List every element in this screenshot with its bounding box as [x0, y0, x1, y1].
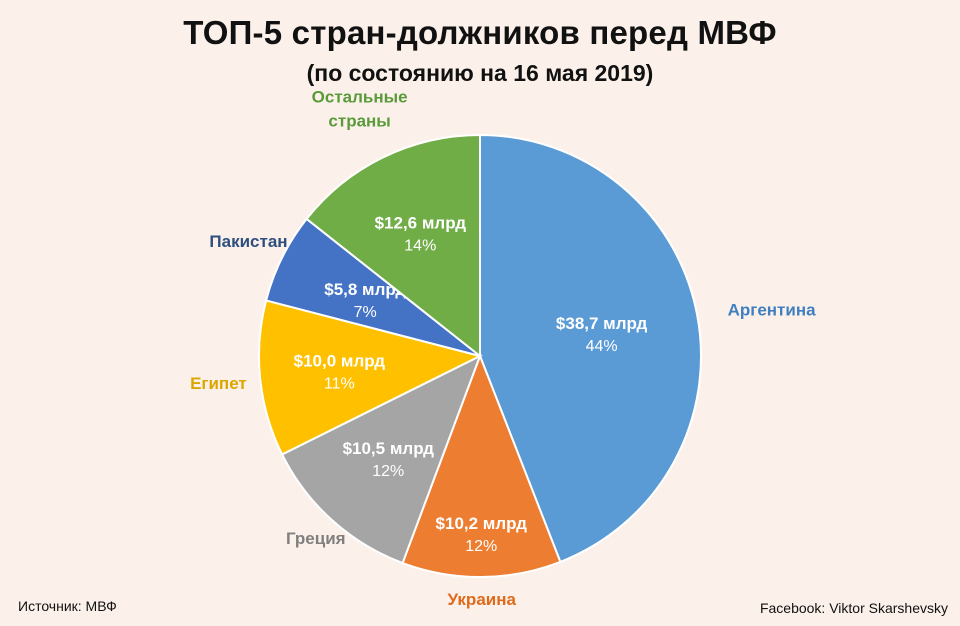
- slice-6-percent-label: 14%: [404, 238, 436, 255]
- slice-3-value-label: $10,5 млрд: [343, 439, 435, 458]
- slice-2-wedge: [401, 353, 562, 578]
- source-note: Источник: МВФ: [18, 598, 117, 614]
- slice-1-value-label: $38,7 млрд: [556, 314, 648, 333]
- slice-4-percent-label: 11%: [324, 376, 355, 393]
- slice-6-value-label: $12,6 млрд: [375, 214, 467, 233]
- slice-3-percent-label: 12%: [372, 463, 404, 480]
- credit-note: Facebook: Viktor Skarshevsky: [759, 600, 948, 616]
- slice-3-category-label: Греция: [286, 529, 346, 548]
- slice-2-percent-label: 12%: [465, 538, 497, 555]
- slice-1-wedge: [479, 133, 702, 564]
- slice-4-value-label: $10,0 млрд: [294, 352, 386, 371]
- slice-6-category-label: Остальные страны: [312, 87, 408, 130]
- slice-5-value-label: $5,8 млрд: [324, 280, 406, 299]
- slice-2-category-label: Украина: [448, 590, 517, 609]
- slice-1-category-label: Аргентина: [728, 300, 817, 319]
- slice-4-category-label: Египет: [190, 374, 247, 393]
- slice-4-wedge: [258, 299, 483, 456]
- slice-5-percent-label: 7%: [354, 304, 377, 321]
- chart-subtitle: (по состоянию на 16 мая 2019): [306, 60, 654, 86]
- chart-title: ТОП-5 стран-должников перед МВФ: [183, 14, 777, 51]
- slice-2-value-label: $10,2 млрд: [436, 514, 528, 533]
- slice-3-wedge: [280, 353, 482, 565]
- slice-6-wedge: [305, 133, 481, 359]
- slice-5-category-label: Пакистан: [209, 232, 287, 251]
- slice-1-percent-label: 44%: [586, 338, 618, 355]
